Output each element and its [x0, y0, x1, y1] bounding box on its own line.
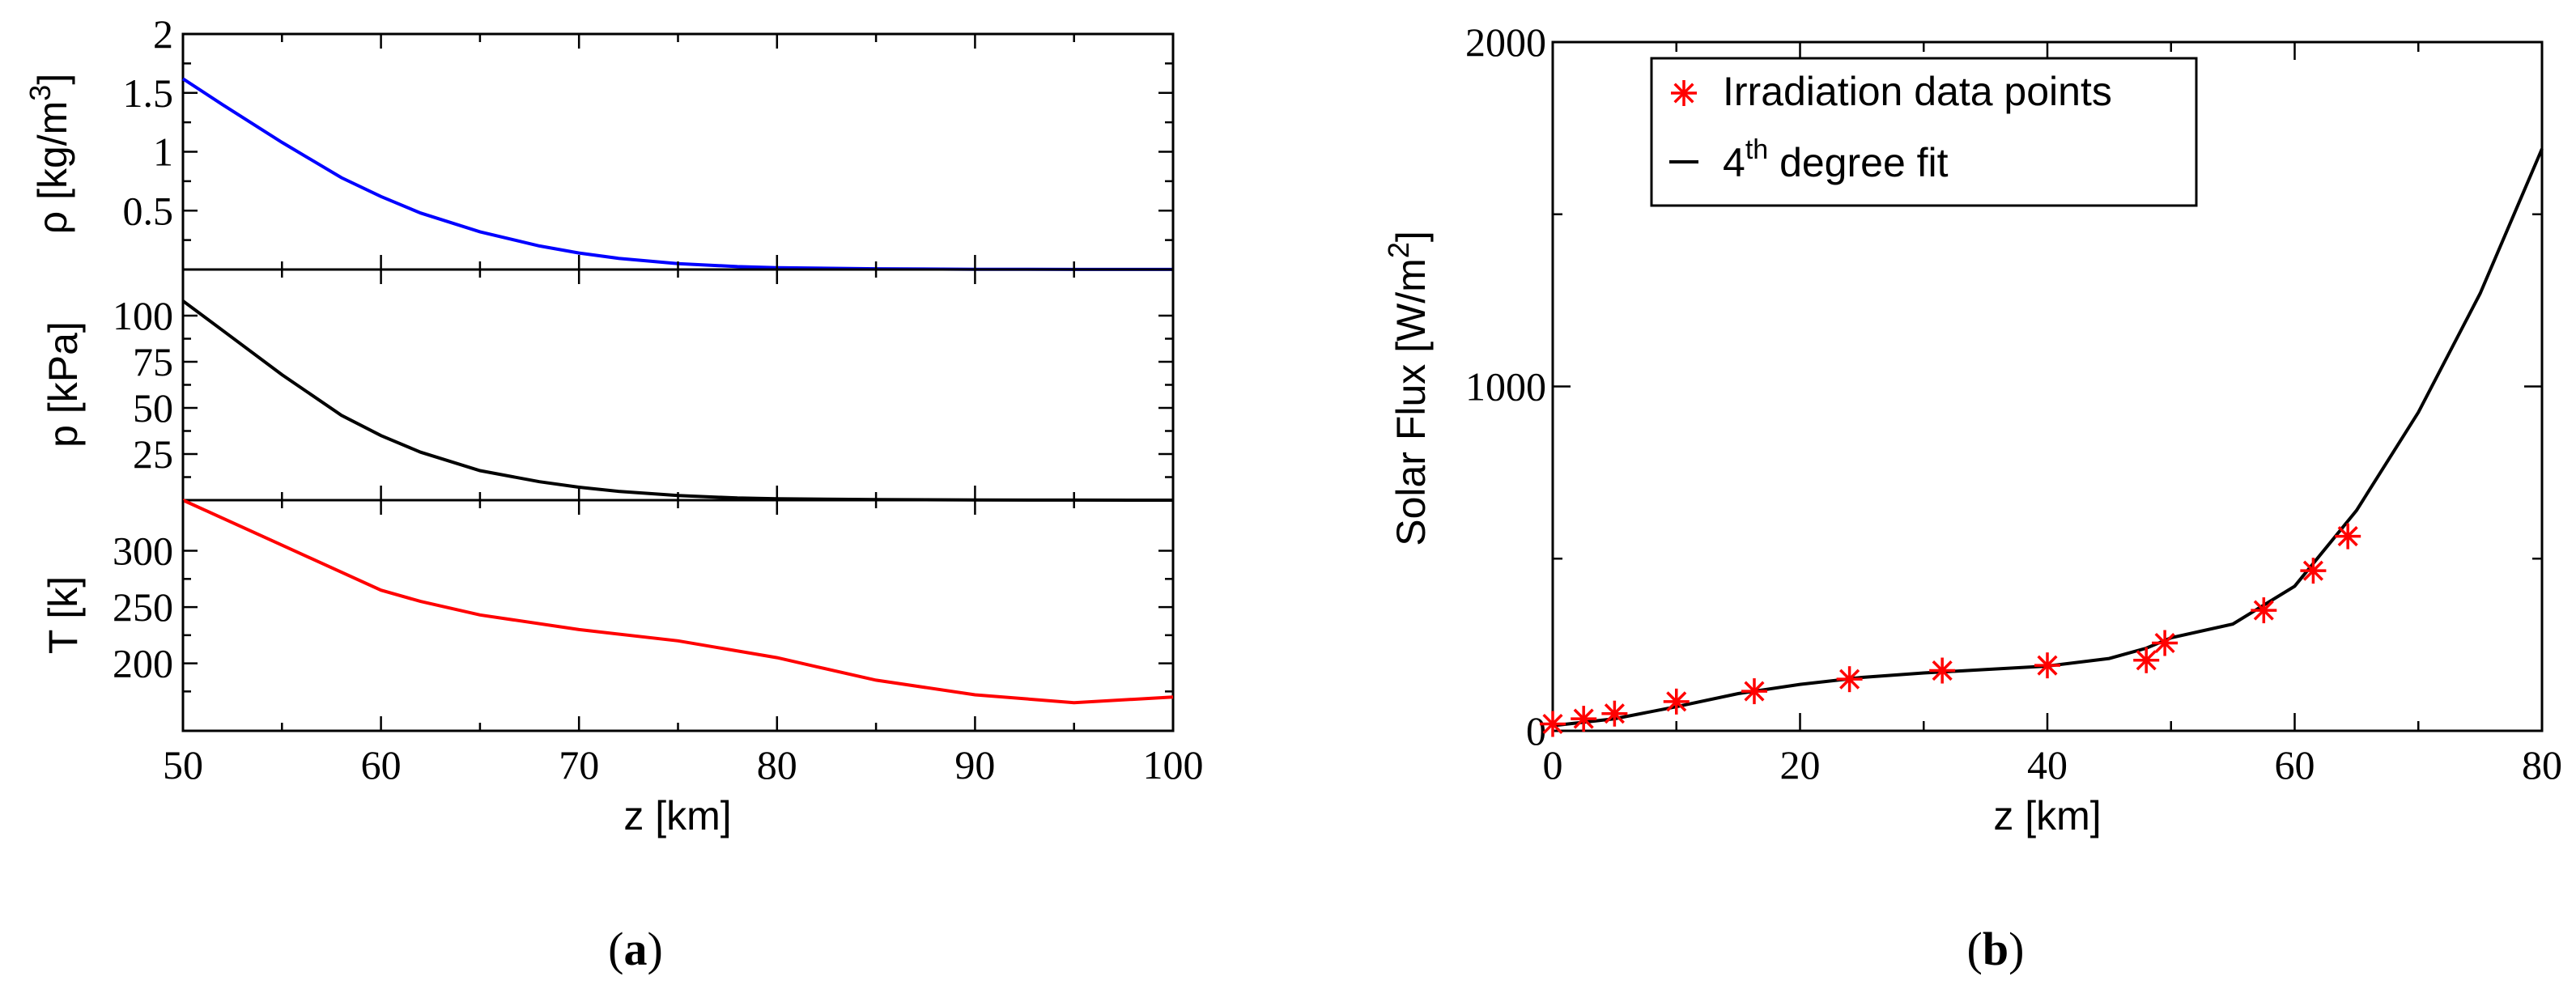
- data-point: [1601, 700, 1628, 727]
- x-tick-label: 60: [2275, 742, 2315, 787]
- x-tick-label: 20: [1780, 742, 1821, 787]
- pressure-line: [181, 299, 1174, 502]
- y-tick-label: 50: [133, 385, 173, 431]
- x-tick-label: 0: [1543, 742, 1563, 787]
- data-point: [1929, 657, 1956, 684]
- temperature-y-ticks: 200 250 300: [113, 500, 1175, 731]
- y-tick-label: 100: [113, 293, 173, 338]
- data-point: [2152, 630, 2179, 656]
- pressure-plot-frame: [181, 268, 1175, 502]
- data-point: [2335, 523, 2361, 550]
- legend-label-data-points: Irradiation data points: [1723, 69, 2112, 114]
- x-tick-label: 60: [361, 742, 402, 787]
- chart-b-y-axis-label: Solar Flux [W/m2]: [1382, 231, 1434, 546]
- chart-a-caption: (a): [608, 923, 663, 975]
- x-tick-label: 80: [2522, 742, 2562, 787]
- x-tick-label: 70: [559, 742, 599, 787]
- x-tick-label: 90: [954, 742, 995, 787]
- y-tick-label: 25: [133, 431, 173, 477]
- y-tick-label: 75: [133, 339, 173, 384]
- legend-asterisk-marker: [1671, 80, 1697, 106]
- temperature-panel: 200 250 300 T [k]: [40, 499, 1175, 732]
- y-tick-label: 2: [153, 11, 173, 57]
- data-point: [1741, 678, 1767, 705]
- data-point: [1836, 666, 1863, 693]
- y-tick-label: 0.5: [123, 188, 174, 233]
- chart-b-x-axis-label: z [km]: [1993, 793, 2101, 838]
- legend-box: [1650, 57, 2198, 207]
- y-tick-label: 200: [113, 641, 173, 686]
- x-tick-label: 100: [1143, 742, 1204, 787]
- y-tick-label: 0: [1526, 708, 1546, 753]
- y-tick-label: 250: [113, 584, 173, 630]
- chart-b: 0 20 40 60 80 0 1000 2000 Irradiation data poin…: [1382, 19, 2562, 975]
- temperature-plot-frame: [181, 499, 1175, 732]
- density-y-axis-label: ρ [kg/m3]: [23, 74, 75, 235]
- fit-line: [1552, 148, 2544, 728]
- chart-b-caption: (b): [1967, 923, 2025, 975]
- density-plot-frame: [181, 32, 1175, 271]
- x-tick-label: 40: [2027, 742, 2068, 787]
- data-point: [1540, 711, 1566, 737]
- y-tick-label: 300: [113, 528, 173, 574]
- x-tick-label: 50: [163, 742, 203, 787]
- chart-a-x-ticks: 50 60 70 80 90 100: [163, 742, 1204, 787]
- data-point: [2133, 647, 2160, 673]
- legend-label-fit: 4th degree fit: [1723, 134, 1949, 185]
- chart-a-x-axis-label: z [km]: [623, 793, 731, 838]
- temperature-line: [182, 499, 1174, 705]
- density-y-ticks: 0.5 1 1.5 2: [123, 11, 1175, 270]
- data-point: [2251, 597, 2277, 624]
- pressure-y-axis-label: p [kPa]: [40, 321, 86, 448]
- density-panel: 0.5 1 1.5 2 ρ [kg/m3]: [23, 11, 1175, 271]
- data-point: [2300, 558, 2327, 584]
- irradiation-points: [1540, 523, 2361, 737]
- legend: Irradiation data points 4th degree fit: [1650, 57, 2198, 207]
- y-tick-label: 1.5: [123, 70, 174, 116]
- chart-b-ticks: 0 20 40 60 80 0 1000 2000: [1465, 19, 2562, 787]
- data-point: [2034, 652, 2060, 679]
- temperature-y-axis-label: T [k]: [40, 576, 86, 654]
- data-point: [1571, 706, 1597, 732]
- legend-asterisk: [1671, 80, 1697, 106]
- y-tick-label: 1: [153, 129, 173, 175]
- data-point: [1663, 688, 1690, 715]
- y-tick-label: 2000: [1465, 19, 1546, 65]
- x-tick-label: 80: [757, 742, 797, 787]
- y-tick-label: 1000: [1465, 364, 1546, 410]
- density-line: [181, 77, 1173, 271]
